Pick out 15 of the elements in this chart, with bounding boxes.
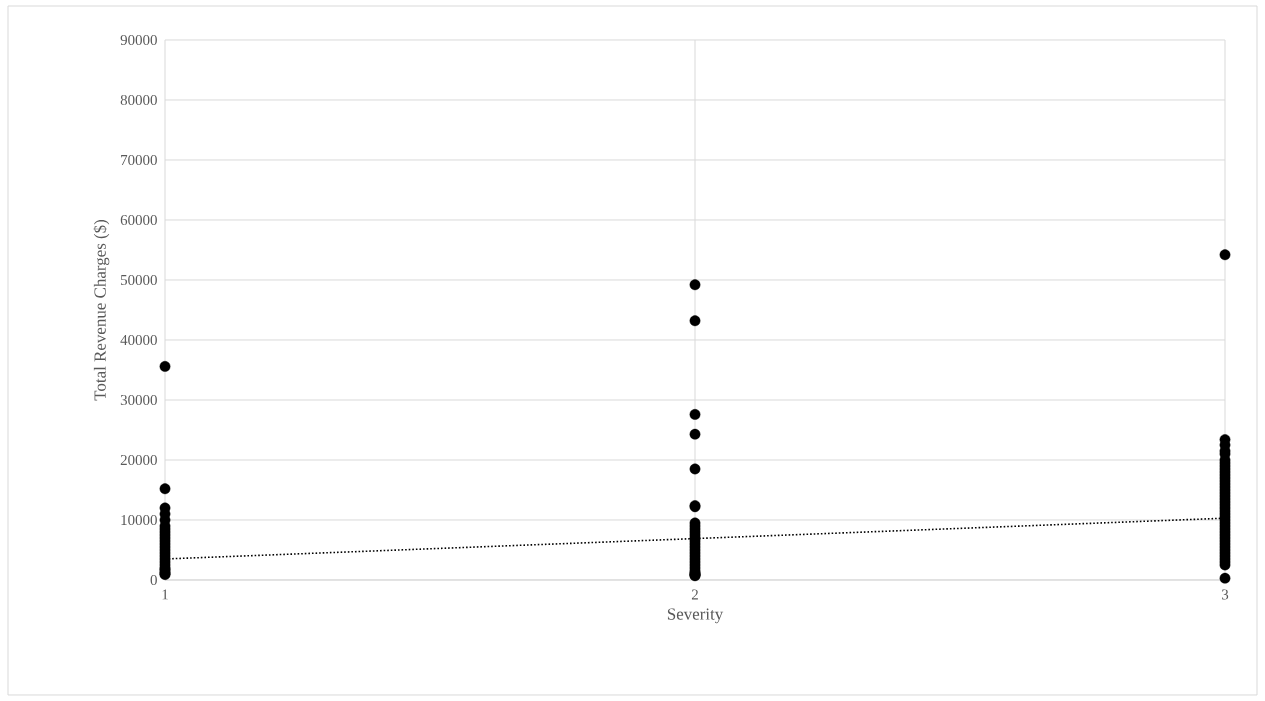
- y-axis-title: Total Revenue Charges ($): [93, 219, 110, 401]
- y-tick-label: 0: [150, 574, 157, 586]
- y-tick-label: 70000: [121, 154, 157, 166]
- x-tick-label: 1: [162, 589, 168, 600]
- x-axis-title: Severity: [667, 608, 724, 624]
- y-tick-label: 20000: [120, 454, 157, 466]
- y-tick-label: 30000: [120, 394, 157, 406]
- y-tick-label: 50000: [121, 274, 157, 286]
- y-tick-label: 90000: [120, 34, 157, 46]
- y-tick-label: 10000: [121, 514, 157, 526]
- y-tick-label: 60000: [120, 214, 157, 226]
- x-tick-label: 3: [1221, 589, 1229, 600]
- y-tick-label: 40000: [120, 334, 157, 346]
- x-tick-label: 2: [691, 589, 698, 600]
- y-tick-label: 80000: [120, 94, 157, 106]
